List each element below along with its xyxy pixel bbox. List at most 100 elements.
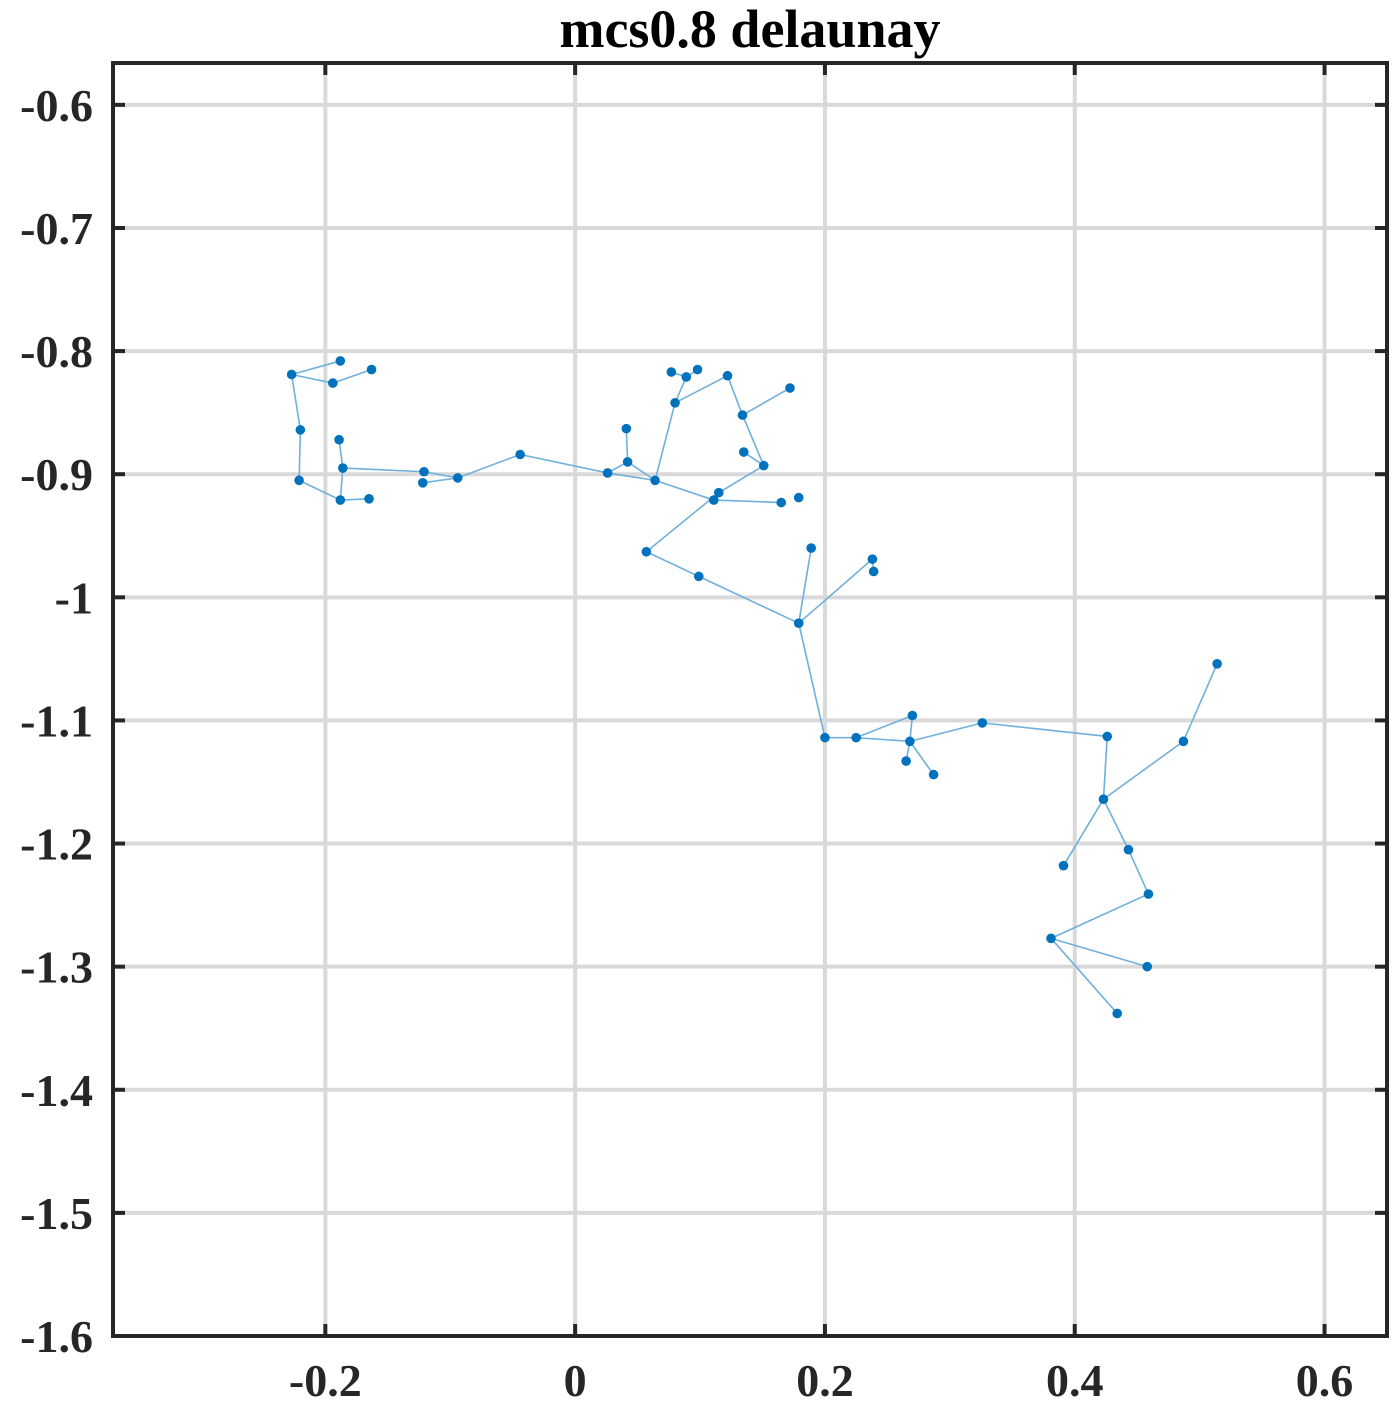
axes-box <box>111 61 1389 1338</box>
edge-line <box>339 467 344 501</box>
edge-line <box>1062 798 1105 867</box>
data-point <box>295 425 306 435</box>
data-point <box>1123 844 1134 855</box>
edge-line <box>982 722 1108 738</box>
data-point <box>1046 933 1056 944</box>
data-point <box>666 367 677 377</box>
edge-line <box>1050 893 1149 940</box>
edge-line <box>645 492 720 553</box>
y-tick-label: -1 <box>55 572 93 623</box>
x-tick-label: -0.2 <box>289 1355 362 1406</box>
data-point <box>670 397 680 408</box>
data-point <box>452 473 463 483</box>
y-tick-label: -1.6 <box>20 1311 93 1362</box>
data-point <box>515 449 525 460</box>
data-point <box>621 423 632 434</box>
y-tick-label: -0.7 <box>20 203 93 254</box>
edge-line <box>520 453 608 474</box>
data-point <box>907 710 918 721</box>
edge-line <box>797 547 812 624</box>
y-tick-label: -1.3 <box>20 942 93 993</box>
data-point <box>334 434 344 445</box>
edge-line <box>457 453 521 479</box>
data-point <box>650 475 660 486</box>
edge-line <box>1102 736 1109 800</box>
edge-line <box>742 387 791 416</box>
y-tick-label: -1.1 <box>20 695 93 746</box>
data-point <box>713 487 724 498</box>
data-point <box>905 736 915 747</box>
edge-line <box>423 470 458 479</box>
x-tick-label: 0.2 <box>796 1355 854 1406</box>
data-point <box>419 466 429 477</box>
edge-line <box>291 373 333 384</box>
y-tick-label: -1.4 <box>20 1065 93 1116</box>
data-point <box>641 546 652 557</box>
edge-line <box>741 414 765 466</box>
data-point <box>1102 731 1113 742</box>
data-point <box>328 378 338 388</box>
data-point <box>417 478 428 488</box>
data-point <box>928 769 939 780</box>
edge-line <box>298 479 341 501</box>
data-point <box>758 460 769 471</box>
x-tick-label: 0 <box>564 1355 587 1406</box>
edge-line <box>291 360 341 376</box>
data-point <box>1142 961 1152 972</box>
edge-line <box>1127 849 1150 895</box>
edge-line <box>645 551 700 578</box>
x-tick-label: 0.4 <box>1046 1355 1104 1406</box>
data-point <box>693 571 704 582</box>
edge-line <box>698 575 800 624</box>
data-point <box>335 495 346 505</box>
data-point <box>737 410 748 420</box>
data-point <box>364 494 374 504</box>
chart-title: mcs0.8 delaunay <box>559 0 940 59</box>
data-point <box>681 372 692 382</box>
data-point <box>793 492 804 503</box>
data-point <box>1098 794 1109 805</box>
data-point <box>867 554 878 564</box>
y-tick-label: -0.8 <box>20 326 93 377</box>
edge-line <box>298 429 302 481</box>
data-point <box>851 732 861 743</box>
edge-line <box>674 374 728 404</box>
edge-line <box>290 374 302 431</box>
edge-line <box>909 740 935 776</box>
edge-line <box>713 499 782 504</box>
edge-line <box>909 722 983 743</box>
axis-ticks <box>113 63 1387 1338</box>
edge-line <box>1050 937 1148 968</box>
edge-line <box>1103 740 1184 800</box>
data-point <box>1112 1008 1123 1019</box>
y-tick-label: -1.2 <box>20 819 93 870</box>
data-point <box>868 566 879 577</box>
data-point <box>1178 736 1189 747</box>
data-point <box>692 364 703 375</box>
data-point <box>776 497 787 508</box>
data-point <box>602 468 613 478</box>
edge-line <box>654 402 676 481</box>
edge-line <box>422 477 458 484</box>
edge-line <box>856 736 910 743</box>
data-point <box>806 543 817 553</box>
grid <box>113 63 1387 1338</box>
edge-line <box>625 428 629 462</box>
data-point <box>793 618 804 628</box>
y-tick-label: -0.6 <box>20 80 93 131</box>
data-point <box>338 463 348 473</box>
data-point <box>335 356 346 366</box>
tick-labels: -0.2 0 0.2 0.4 0.6 -0.6 -0.7 -0.8 -0.9 -1 -1.1 -1.2… <box>20 80 1353 1406</box>
edge-line <box>1102 798 1130 851</box>
data-points <box>286 356 1222 1019</box>
edge-lines <box>290 360 1218 1014</box>
data-point <box>901 756 911 766</box>
x-tick-label: 0.6 <box>1296 1355 1354 1406</box>
data-point <box>366 364 377 375</box>
edge-line <box>1182 663 1218 742</box>
edge-line <box>1050 937 1118 1014</box>
data-point <box>622 457 633 467</box>
data-point <box>820 732 830 743</box>
y-tick-label: -0.9 <box>20 449 93 500</box>
